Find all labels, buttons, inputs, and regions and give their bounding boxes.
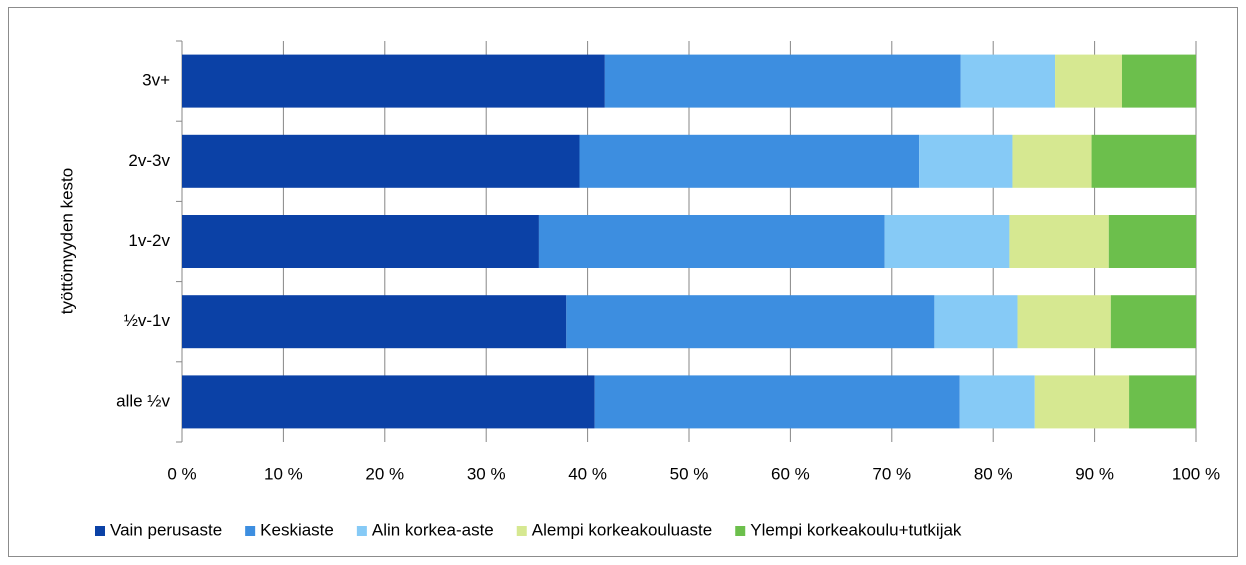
x-tick-label: 10 % xyxy=(264,464,303,483)
bar-segment xyxy=(884,215,1010,268)
x-tick-label: 60 % xyxy=(771,464,810,483)
bar-segment xyxy=(1017,295,1111,349)
x-tick-label: 0 % xyxy=(167,464,196,483)
bar-segment xyxy=(1091,134,1196,188)
x-tick-label: 100 % xyxy=(1172,464,1220,483)
bar-segment xyxy=(182,54,605,108)
legend-swatch xyxy=(356,526,367,536)
bar-segment xyxy=(1055,54,1122,108)
bar-segment xyxy=(1009,215,1109,268)
y-tick-label: 2v-3v xyxy=(128,151,170,170)
bar-segment xyxy=(934,295,1018,349)
legend-swatch xyxy=(95,526,105,536)
bar-segment xyxy=(538,215,885,268)
bar-segment xyxy=(959,375,1035,429)
y-axis-label: työttömyyden kesto xyxy=(57,168,76,314)
legend-swatch xyxy=(735,526,746,536)
x-tick-label: 50 % xyxy=(670,464,709,483)
legend-label: Alin korkea-aste xyxy=(372,520,494,539)
legend-label: Alempi korkeakouluaste xyxy=(532,520,712,539)
bar-segment xyxy=(182,215,539,268)
legend-swatch xyxy=(516,526,527,536)
bar-segment xyxy=(1110,295,1196,349)
x-tick-label: 40 % xyxy=(568,464,607,483)
legend-label: Vain perusaste xyxy=(110,520,222,539)
x-tick-label: 20 % xyxy=(365,464,404,483)
x-tick-label: 80 % xyxy=(974,464,1013,483)
bar-segment xyxy=(1108,215,1196,268)
bar-segment xyxy=(1034,375,1130,429)
bar-segment xyxy=(182,375,595,429)
bar-segment xyxy=(594,375,960,429)
legend-label: Ylempi korkeakoulu+tutkijak xyxy=(750,520,962,539)
bar-segment xyxy=(1121,54,1196,108)
x-tick-label: 30 % xyxy=(467,464,506,483)
bar-segment xyxy=(1129,375,1196,429)
x-tick-label: 70 % xyxy=(872,464,911,483)
bar-segment xyxy=(566,295,935,349)
y-tick-label: 3v+ xyxy=(142,71,170,90)
y-tick-label: 1v-2v xyxy=(128,231,170,250)
bar-segment xyxy=(604,54,961,108)
y-tick-label: alle ½v xyxy=(116,391,170,410)
x-tick-label: 90 % xyxy=(1075,464,1114,483)
bar-segment xyxy=(182,134,580,188)
legend-swatch xyxy=(245,526,256,536)
bar-segment xyxy=(1012,134,1092,188)
legend-label: Keskiaste xyxy=(260,520,334,539)
bar-segment xyxy=(182,295,567,349)
y-tick-label: ½v-1v xyxy=(124,311,171,330)
bar-segment xyxy=(960,54,1056,108)
bar-segment xyxy=(919,134,1013,188)
bar-segment xyxy=(579,134,920,188)
